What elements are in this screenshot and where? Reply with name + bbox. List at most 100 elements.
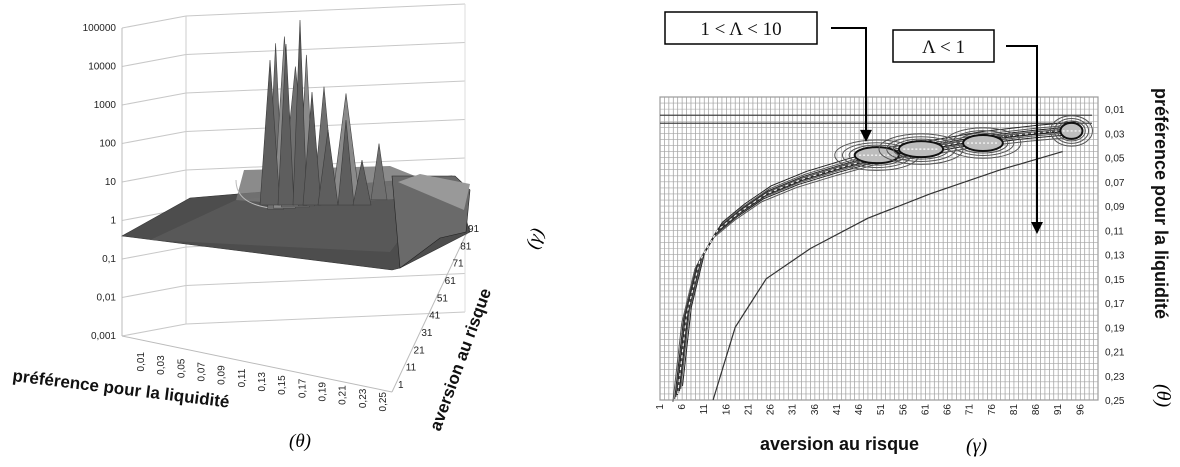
surface-curve-highlight	[235, 179, 271, 209]
z-gridline-right	[185, 311, 466, 325]
z-gridline-right	[185, 80, 466, 94]
x-tick-label: 81	[1009, 404, 1020, 416]
z-gridline-right	[185, 42, 466, 55]
contour-island	[962, 134, 1004, 153]
contour-island	[944, 127, 1022, 159]
theta-tick-label: 0,17	[297, 378, 308, 398]
floor-edge-front	[121, 335, 393, 393]
surface-right-highlight	[398, 174, 470, 210]
contour-island	[1053, 118, 1090, 144]
z-tick-label: 10000	[88, 62, 116, 73]
surface-spike	[259, 59, 281, 206]
theta-tick-label: 0,01	[136, 352, 147, 372]
z-gridline-right	[185, 273, 466, 286]
contour-lines	[672, 115, 1093, 402]
annotations: 1 < Λ < 10 Λ < 1	[664, 11, 1043, 234]
gamma-tick-label: 41	[429, 311, 441, 322]
x-tick-label: 41	[832, 404, 843, 416]
contour-island	[957, 132, 1009, 154]
y-tick-label: 0,25	[1105, 396, 1125, 407]
theta-tick-label: 0,11	[237, 368, 248, 387]
x-tick-label: 36	[810, 404, 821, 416]
z-gridline-left	[121, 131, 187, 144]
floor-edge-right	[391, 225, 471, 393]
right-x-axis-label: aversion au risque	[760, 434, 919, 454]
z-gridline-left	[121, 246, 187, 260]
right-y-axis-symbol: (θ)	[1152, 384, 1174, 407]
z-tick-label: 0,1	[102, 254, 116, 265]
z-tick-label: 100	[99, 139, 116, 150]
annotation-arrowhead	[860, 129, 872, 142]
x-tick-labels: 1 6 11 16 21 26 31 36 41 46 51 56 61 66 71 76 81 86 91 96	[655, 404, 1086, 416]
x-tick-label: 16	[721, 404, 732, 416]
z-gridline-left	[121, 92, 187, 106]
surface-spike	[370, 143, 388, 201]
theta-tick-label: 0,25	[378, 392, 389, 412]
z-tick-label: 1	[110, 216, 116, 227]
theta-tick-label: 0,19	[318, 382, 329, 402]
theta-tick-label: 0,15	[277, 375, 288, 395]
annotation-label: Λ < 1	[922, 37, 965, 58]
theta-tick-label: 0,09	[217, 365, 228, 385]
gamma-tick-label: 21	[414, 345, 426, 356]
annotation-arrow	[1006, 45, 1038, 224]
surface-plot	[121, 19, 471, 271]
z-gridline-left	[121, 15, 187, 29]
outer-boundary-line	[712, 150, 1063, 401]
x-tick-label: 91	[1053, 404, 1064, 416]
y-tick-label: 0,21	[1105, 348, 1125, 359]
x-tick-label: 46	[854, 404, 865, 416]
x-tick-label: 1	[655, 404, 666, 410]
z-gridline-right	[185, 3, 466, 17]
surface-spike	[292, 19, 308, 206]
theta-tick-label: 0,07	[197, 362, 208, 382]
surface-spike	[352, 159, 372, 206]
gamma-tick-label: 1	[398, 380, 404, 391]
annotation-label: 1 < Λ < 10	[700, 19, 781, 40]
left-y-axis-label: aversion au risque	[426, 286, 495, 434]
y-tick-labels: 0,01 0,03 0,05 0,07 0,09 0,11 0,13 0,15 0,17 0,19…	[1105, 105, 1125, 407]
x-tick-label: 21	[743, 404, 754, 416]
theta-tick-label: 0,13	[257, 372, 268, 392]
surface-spike	[317, 129, 339, 206]
y-tick-label: 0,11	[1105, 226, 1124, 237]
surface-ridge-band	[150, 185, 446, 252]
x-tick-label: 26	[766, 404, 777, 416]
x-tick-label: 96	[1075, 404, 1086, 416]
z-tick-labels: 100000 10000 1000 100 10 1 0,1 0,01 0,001	[83, 23, 117, 342]
y-tick-label: 0,17	[1105, 299, 1125, 310]
y-tick-label: 0,13	[1105, 251, 1125, 262]
theta-tick-label: 0,21	[338, 385, 349, 405]
gamma-tick-label: 11	[406, 363, 417, 374]
z-gridline-left	[121, 285, 187, 298]
x-tick-label: 71	[965, 404, 976, 416]
theta-tick-label: 0,23	[358, 388, 369, 408]
y-tick-label: 0,05	[1105, 154, 1125, 165]
y-tick-label: 0,03	[1105, 129, 1125, 140]
gamma-tick-label: 51	[437, 293, 449, 304]
y-tick-label: 0,09	[1105, 202, 1125, 213]
contour-chart: 0,01 0,03 0,05 0,07 0,09 0,11 0,13 0,15 0,17 0,19…	[655, 11, 1174, 457]
contour-island	[1057, 120, 1086, 142]
x-tick-label: 56	[898, 404, 909, 416]
theta-tick-label: 0,05	[176, 358, 187, 378]
z-gridline-left	[121, 54, 187, 67]
x-tick-label: 11	[699, 404, 710, 415]
contour-island	[1049, 115, 1093, 147]
right-y-axis-label: préférence pour la liquidité	[1151, 88, 1171, 319]
y-tick-label: 0,07	[1105, 178, 1125, 189]
theta-tick-labels: 0,01 0,03 0,05 0,07 0,09 0,11 0,13 0,15 0,17 0,19…	[136, 352, 389, 412]
theta-tick-label: 0,03	[156, 355, 167, 375]
y-tick-label: 0,19	[1105, 323, 1125, 334]
left-x-axis-symbol: (θ)	[289, 431, 311, 452]
contour-island	[951, 130, 1015, 156]
annotation-box	[892, 29, 995, 63]
z-tick-label: 10	[105, 177, 117, 188]
gamma-tick-label: 81	[460, 241, 472, 252]
y-tick-label: 0,15	[1105, 275, 1125, 286]
surface-spike	[277, 43, 295, 206]
x-tick-label: 76	[987, 404, 998, 416]
